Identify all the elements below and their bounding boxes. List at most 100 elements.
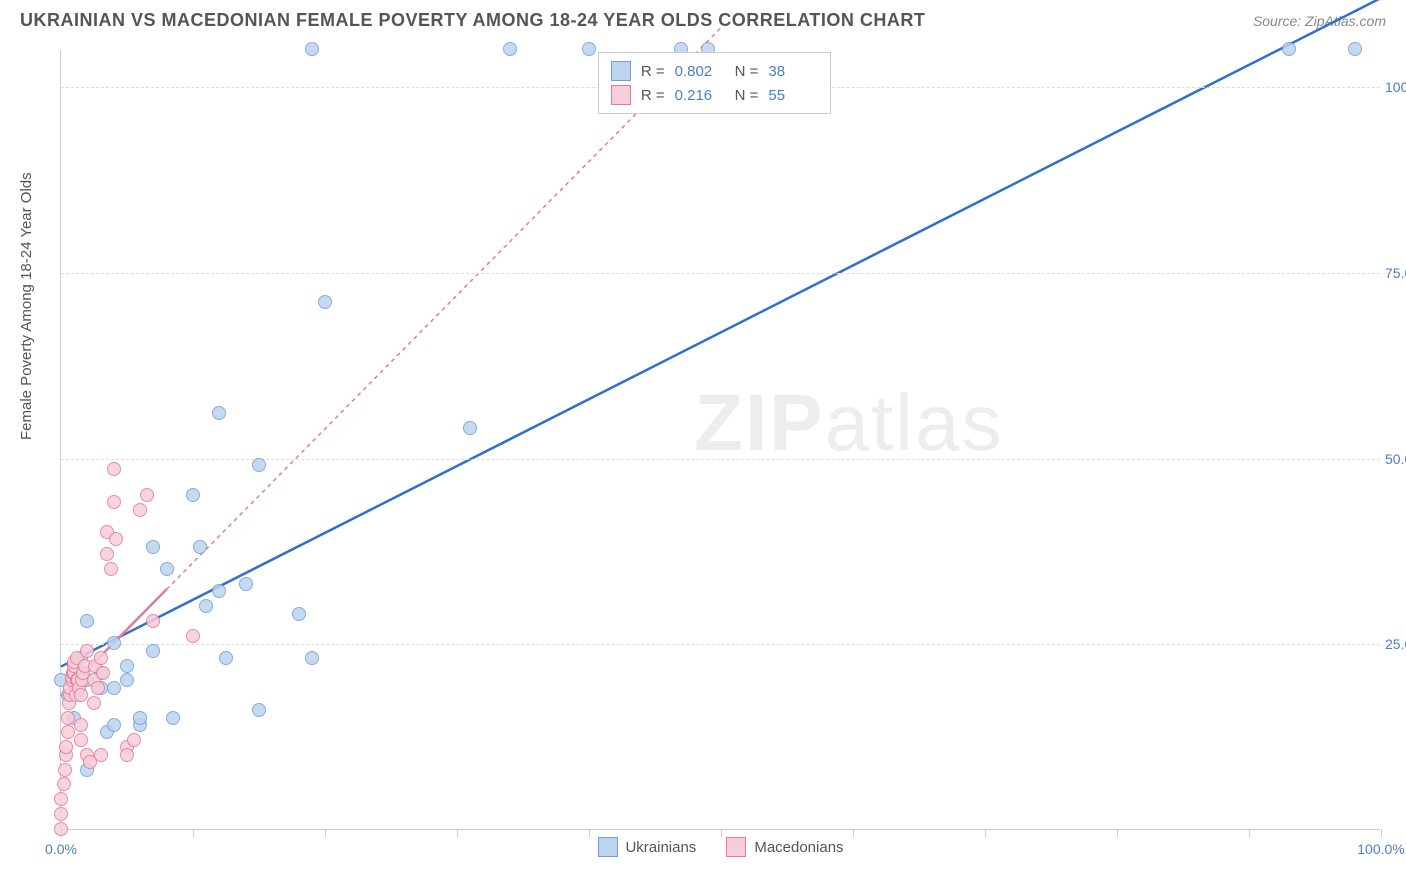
data-point <box>186 488 200 502</box>
data-point <box>120 673 134 687</box>
stat-r-value: 0.802 <box>675 63 725 80</box>
x-tick <box>589 829 590 837</box>
data-point <box>212 584 226 598</box>
stat-r-label: R = <box>641 87 665 104</box>
data-point <box>292 607 306 621</box>
data-point <box>107 718 121 732</box>
chart-source: Source: ZipAtlas.com <box>1253 13 1386 29</box>
data-point <box>127 733 141 747</box>
data-point <box>186 629 200 643</box>
data-point <box>239 577 253 591</box>
legend-label: Macedonians <box>754 839 843 856</box>
stat-n-value: 38 <box>768 63 818 80</box>
stat-r-label: R = <box>641 63 665 80</box>
data-point <box>94 651 108 665</box>
data-point <box>1348 42 1362 56</box>
data-point <box>133 711 147 725</box>
data-point <box>1282 42 1296 56</box>
data-point <box>80 644 94 658</box>
data-point <box>193 540 207 554</box>
data-point <box>146 644 160 658</box>
data-point <box>305 651 319 665</box>
legend-item: Macedonians <box>726 837 843 857</box>
x-tick <box>193 829 194 837</box>
data-point <box>74 718 88 732</box>
series-swatch <box>611 61 631 81</box>
x-tick <box>1117 829 1118 837</box>
data-point <box>166 711 180 725</box>
x-tick <box>1381 829 1382 837</box>
x-tick-label: 100.0% <box>1357 841 1404 857</box>
scatter-chart: ZIPatlas 25.0%50.0%75.0%100.0%0.0%100.0%… <box>60 50 1380 830</box>
gridline <box>61 644 1380 645</box>
x-tick <box>325 829 326 837</box>
watermark: ZIPatlas <box>694 377 1003 469</box>
stat-n-label: N = <box>735 63 759 80</box>
data-point <box>107 462 121 476</box>
data-point <box>94 748 108 762</box>
data-point <box>133 503 147 517</box>
data-point <box>160 562 174 576</box>
data-point <box>582 42 596 56</box>
legend-item: Ukrainians <box>597 837 696 857</box>
stats-row: R =0.216N =55 <box>611 83 819 107</box>
data-point <box>104 562 118 576</box>
stats-row: R = 0.802 N = 38 <box>611 59 819 83</box>
data-point <box>54 792 68 806</box>
series-legend: Ukrainians Macedonians <box>597 837 843 857</box>
watermark-light: atlas <box>825 378 1004 467</box>
data-point <box>74 733 88 747</box>
series-swatch <box>611 85 631 105</box>
data-point <box>305 42 319 56</box>
data-point <box>107 636 121 650</box>
data-point <box>61 711 75 725</box>
data-point <box>61 725 75 739</box>
data-point <box>252 703 266 717</box>
data-point <box>219 651 233 665</box>
stat-n-label: N = <box>735 87 759 104</box>
x-tick <box>1249 829 1250 837</box>
data-point <box>100 547 114 561</box>
x-tick <box>853 829 854 837</box>
x-tick <box>985 829 986 837</box>
data-point <box>80 614 94 628</box>
data-point <box>212 406 226 420</box>
chart-title: UKRAINIAN VS MACEDONIAN FEMALE POVERTY A… <box>20 10 925 31</box>
data-point <box>252 458 266 472</box>
data-point <box>146 540 160 554</box>
data-point <box>107 681 121 695</box>
legend-label: Ukrainians <box>625 839 696 856</box>
data-point <box>109 532 123 546</box>
y-tick-label: 50.0% <box>1385 451 1406 467</box>
data-point <box>120 659 134 673</box>
y-tick-label: 25.0% <box>1385 636 1406 652</box>
y-axis-title: Female Poverty Among 18-24 Year Olds <box>18 172 35 440</box>
data-point <box>463 421 477 435</box>
correlation-stats-box: R =0.802N =38R =0.216N =55 <box>598 52 832 114</box>
data-point <box>87 696 101 710</box>
gridline <box>61 273 1380 274</box>
data-point <box>91 681 105 695</box>
data-point <box>140 488 154 502</box>
watermark-bold: ZIP <box>694 378 824 467</box>
x-tick <box>457 829 458 837</box>
data-point <box>107 495 121 509</box>
legend-swatch <box>726 837 746 857</box>
x-tick-label: 0.0% <box>45 841 77 857</box>
y-tick-label: 75.0% <box>1385 265 1406 281</box>
data-point <box>318 295 332 309</box>
data-point <box>54 807 68 821</box>
data-point <box>199 599 213 613</box>
data-point <box>503 42 517 56</box>
data-point <box>120 748 134 762</box>
data-point <box>57 777 71 791</box>
data-point <box>58 763 72 777</box>
stat-n-value: 55 <box>768 87 818 104</box>
data-point <box>146 614 160 628</box>
data-point <box>74 688 88 702</box>
legend-swatch <box>597 837 617 857</box>
data-point <box>96 666 110 680</box>
x-tick <box>721 829 722 837</box>
data-point <box>59 740 73 754</box>
y-tick-label: 100.0% <box>1385 79 1406 95</box>
